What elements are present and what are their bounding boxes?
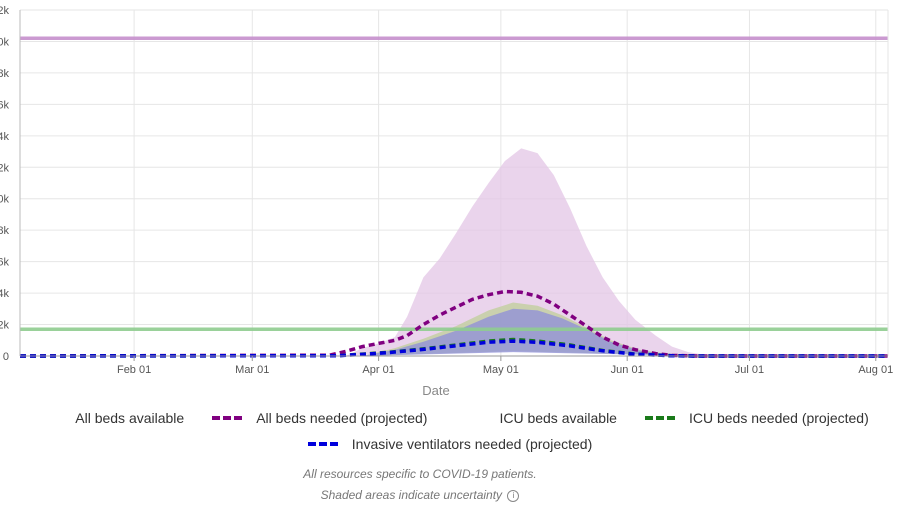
band-all-beds-needed-projected [346, 148, 738, 356]
info-icon[interactable]: i [507, 490, 520, 502]
legend-swatch-all-beds-needed [212, 413, 243, 423]
x-tick-label: Aug 01 [858, 364, 893, 376]
legend-item-ventilators-needed[interactable]: Invasive ventilators needed (projected) [307, 436, 593, 452]
legend-label: Invasive ventilators needed (projected) [351, 436, 593, 452]
x-tick-label: Jul 01 [735, 364, 764, 376]
x-tick-label: Feb 01 [117, 364, 151, 376]
y-tick-label: 6k [0, 257, 9, 269]
band-invasive-ventilators-needed-projected [362, 308, 705, 356]
x-tick-label: Jun 01 [611, 364, 644, 376]
legend-item-all-beds-needed[interactable]: All beds needed (projected) [212, 410, 427, 426]
legend-label: All beds available [75, 410, 185, 426]
legend-row-2: Invasive ventilators needed (projected) [0, 431, 900, 457]
y-tick-label: 4k [0, 288, 9, 300]
y-tick-label: 16k [0, 99, 9, 111]
legend-label: All beds needed (projected) [256, 410, 428, 426]
note-resources: All resources specific to COVID-19 patie… [303, 467, 537, 481]
x-axis-title: Date [422, 383, 449, 398]
y-tick-labels: 0 2k 4k 6k 8k 10k 12k 14k 16k 18k 20k 22k [0, 5, 9, 363]
legend-swatch-all-beds-available [31, 413, 61, 423]
chart: 0 2k 4k 6k 8k 10k 12k 14k 16k 18k 20k 22k Feb 01 Mar… [0, 5, 893, 398]
chart-notes: All resources specific to COVID-19 patie… [0, 464, 840, 506]
note-uncertainty-text: Shaded areas indicate uncertainty [320, 488, 503, 502]
legend-item-icu-beds-available[interactable]: ICU beds available [455, 410, 617, 426]
projection-lines [19, 289, 888, 358]
legend-swatch-ventilators-needed [307, 439, 338, 449]
y-tick-label: 20k [0, 36, 9, 48]
line-all-beds-needed-projected [19, 289, 888, 358]
legend: All beds available All beds needed (proj… [0, 405, 900, 457]
y-tick-label: 12k [0, 162, 9, 174]
legend-swatch-icu-beds-available [455, 413, 485, 423]
x-tick-label: Mar 01 [235, 364, 269, 376]
note-uncertainty: Shaded areas indicate uncertainty i [0, 485, 840, 506]
y-tick-label: 10k [0, 194, 9, 206]
legend-row-1: All beds available All beds needed (proj… [0, 405, 900, 431]
legend-item-all-beds-available[interactable]: All beds available [31, 410, 184, 426]
y-tick-label: 14k [0, 131, 9, 143]
grid [20, 9, 888, 357]
line-invasive-ventilators-needed-projected [19, 339, 888, 358]
y-tick-label: 0 [3, 351, 9, 363]
legend-item-icu-beds-needed[interactable]: ICU beds needed (projected) [644, 410, 869, 426]
legend-label: ICU beds available [499, 410, 617, 426]
y-tick-label: 18k [0, 68, 9, 80]
legend-label: ICU beds needed (projected) [688, 410, 869, 426]
y-tick-label: 8k [0, 225, 9, 237]
x-tick-label: May 01 [483, 364, 519, 376]
y-tick-label: 22k [0, 5, 9, 17]
axes [19, 10, 889, 361]
capacity-lines [20, 36, 888, 332]
x-tick-label: Apr 01 [362, 364, 394, 376]
x-tick-labels: Feb 01 Mar 01 Apr 01 May 01 Jun 01 Jul 01 Aug … [117, 364, 893, 376]
legend-swatch-icu-beds-needed [644, 413, 675, 423]
y-tick-label: 2k [0, 320, 9, 332]
